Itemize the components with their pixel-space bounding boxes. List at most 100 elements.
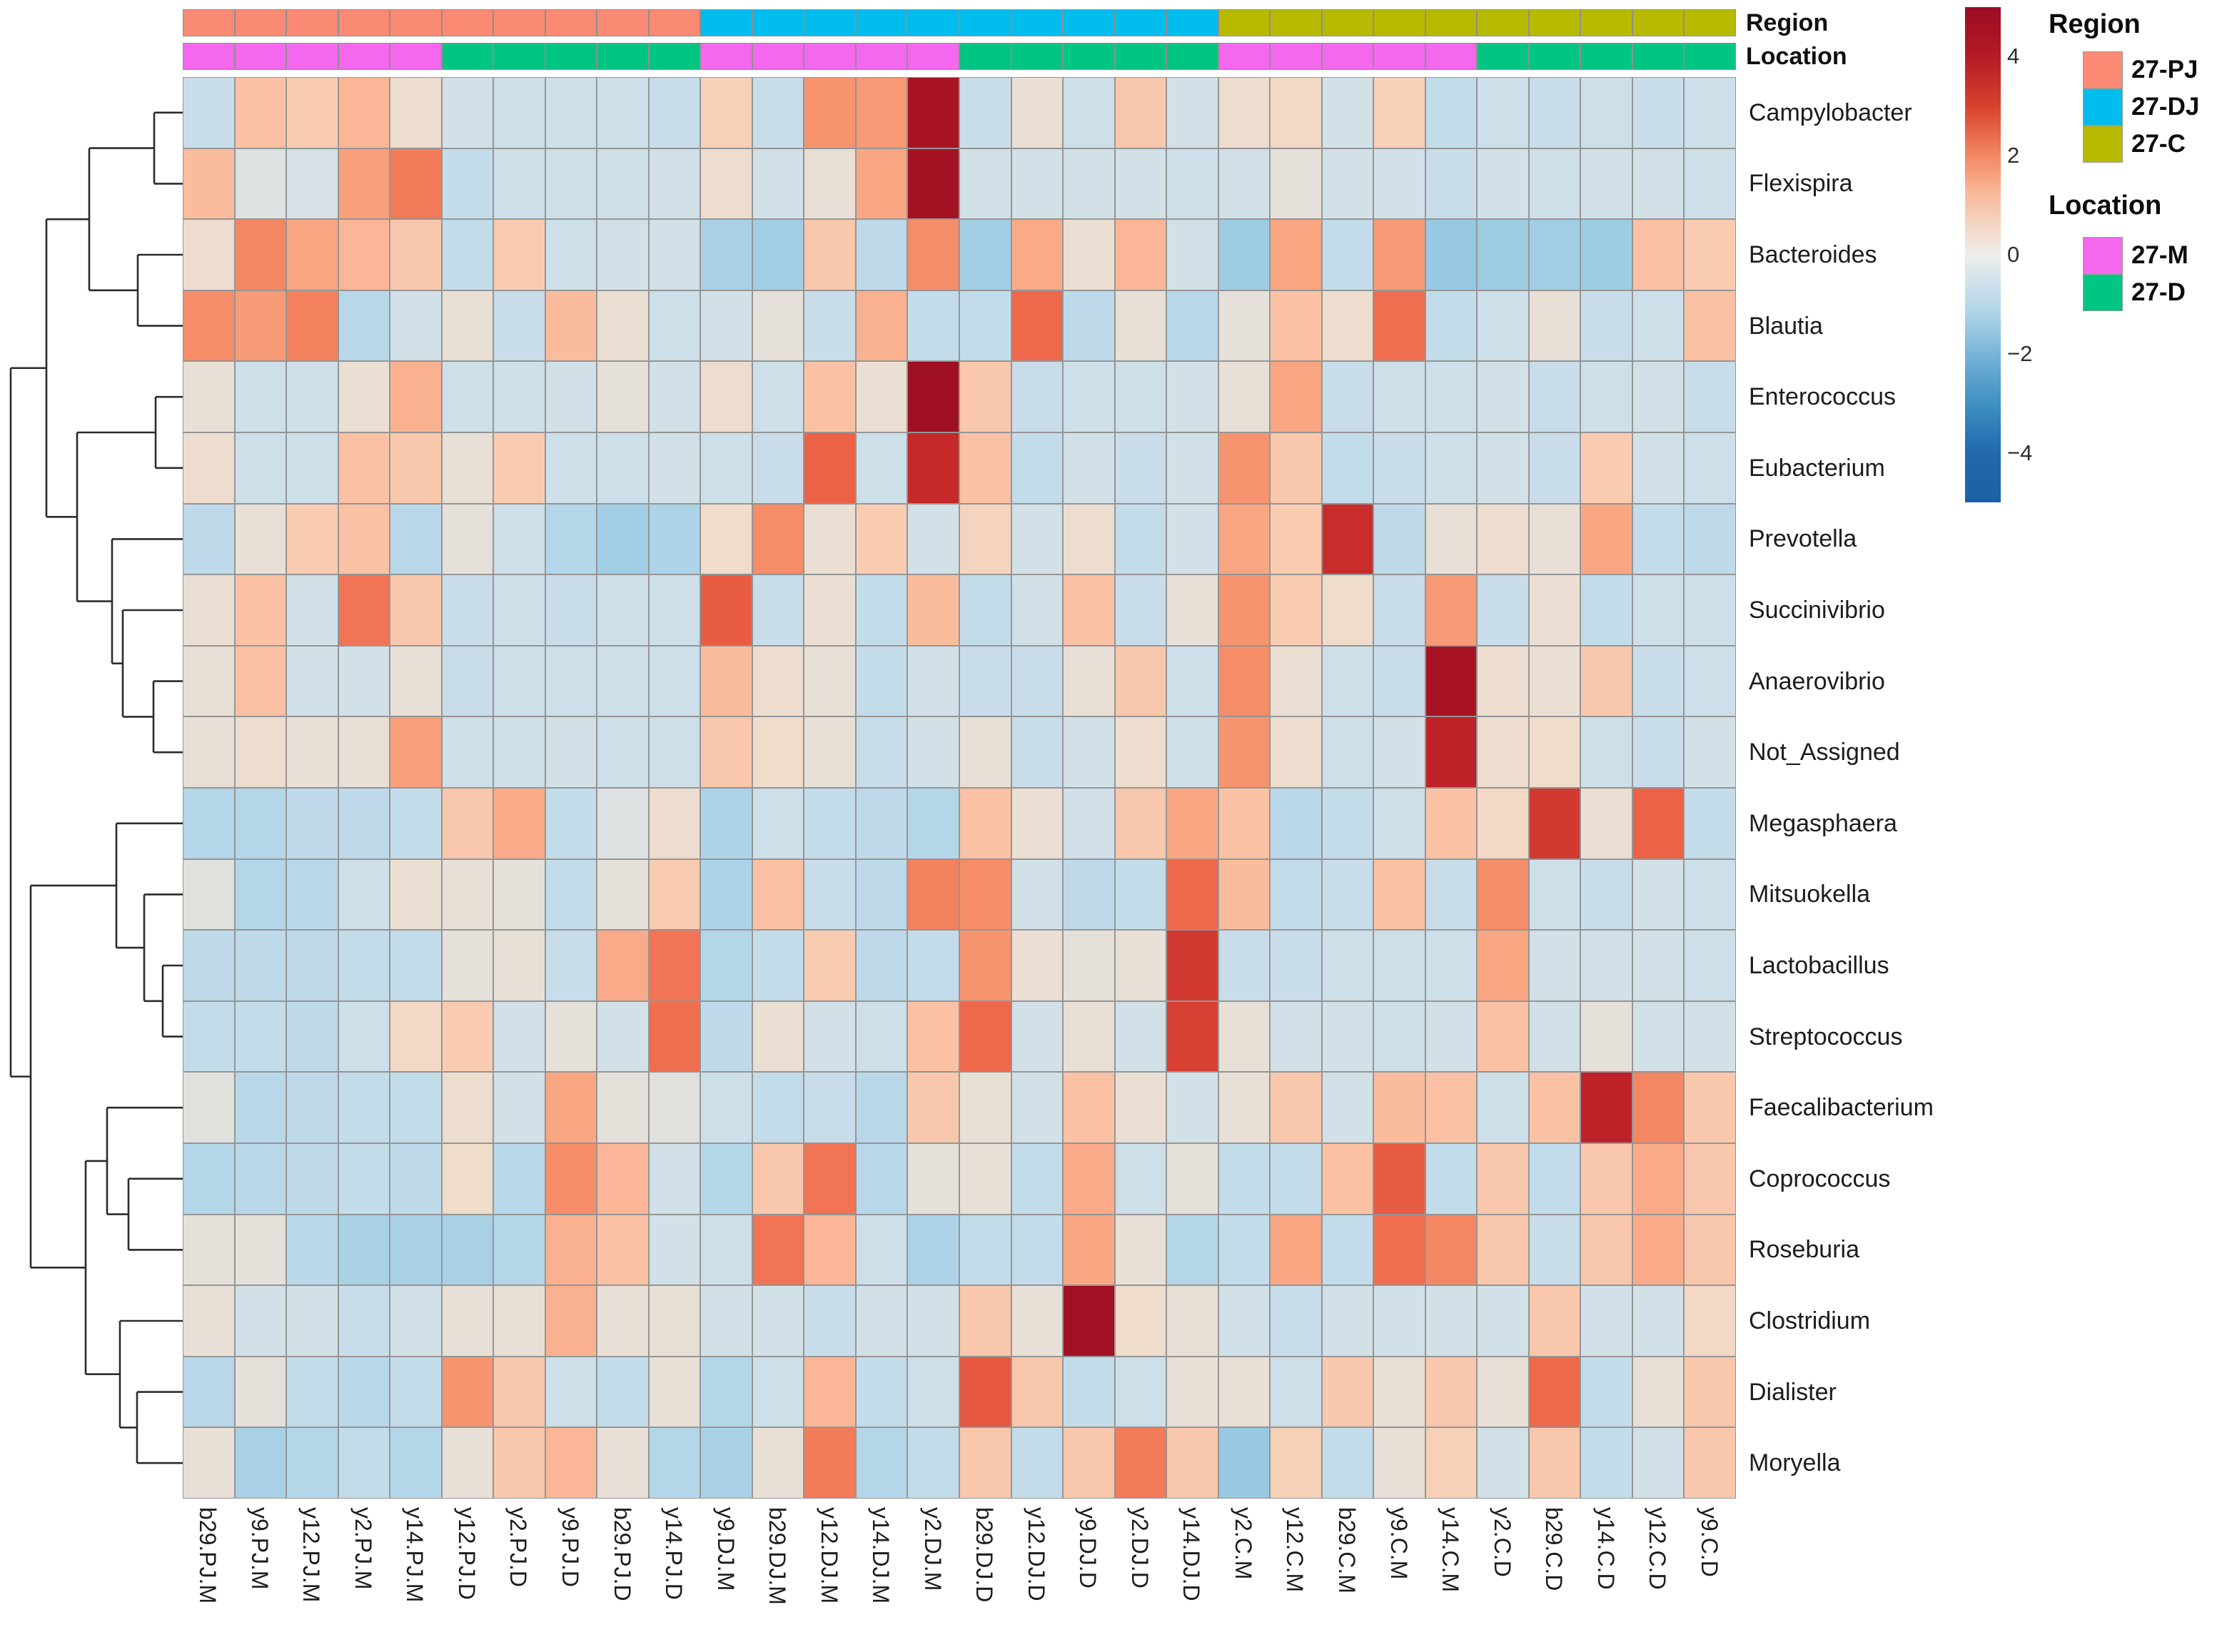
heatmap-cell — [597, 1072, 649, 1143]
heatmap-cell — [1011, 1356, 1064, 1428]
colorbar-tick-label: 4 — [2007, 44, 2020, 69]
heatmap-cell — [1528, 1285, 1581, 1357]
heatmap-cell — [1684, 148, 1736, 220]
heatmap-cell — [648, 1000, 701, 1073]
heatmap-cell — [1528, 574, 1581, 646]
heatmap-cell — [338, 1285, 390, 1357]
heatmap-cell — [1166, 290, 1218, 362]
heatmap-cell — [855, 219, 908, 290]
heatmap-cell — [1425, 77, 1478, 148]
heatmap-cell — [1477, 503, 1529, 575]
heatmap-cell — [493, 930, 545, 1001]
heatmap-cell — [1218, 148, 1271, 220]
location-annotation-cell — [390, 43, 442, 70]
heatmap-cell — [959, 361, 1011, 432]
heatmap-cell — [390, 219, 442, 290]
heatmap-cell — [1063, 1214, 1115, 1286]
heatmap-cell — [959, 1356, 1011, 1428]
column-label: y2.PJ.M — [350, 1507, 376, 1590]
heatmap-cell — [1425, 1285, 1478, 1357]
heatmap-cell — [1528, 1142, 1581, 1215]
heatmap-cell — [1528, 1427, 1581, 1499]
location-annotation-cell — [597, 43, 649, 70]
heatmap-cell — [700, 290, 752, 362]
column-label: y2.C.D — [1489, 1507, 1515, 1577]
heatmap-cell — [1425, 432, 1478, 504]
heatmap-cell — [1684, 1072, 1736, 1143]
region-annotation-cell — [700, 9, 752, 36]
heatmap-cell — [493, 1000, 545, 1073]
location-annotation-cell — [441, 43, 494, 70]
heatmap-cell — [855, 1427, 908, 1499]
heatmap-cell — [959, 1214, 1011, 1286]
row-label: Mitsuokella — [1749, 881, 1871, 908]
column-label: y2.DJ.M — [919, 1507, 946, 1591]
heatmap-cell — [855, 290, 908, 362]
heatmap-cell — [1218, 930, 1271, 1001]
heatmap-cell — [597, 716, 649, 788]
heatmap-cell — [1114, 574, 1167, 646]
heatmap-cell — [1684, 290, 1736, 362]
location-legend-title: Location — [2049, 191, 2162, 221]
row-label: Anaerovibrio — [1749, 667, 1885, 695]
heatmap-cell — [390, 1427, 442, 1499]
heatmap-cell — [1632, 1142, 1685, 1215]
heatmap-cell — [1528, 361, 1581, 432]
heatmap-cell — [907, 290, 959, 362]
heatmap-cell — [183, 290, 235, 362]
location-annotation-cell — [855, 43, 908, 70]
column-label: y14.DJ.M — [868, 1507, 894, 1604]
heatmap-cell — [804, 1214, 856, 1286]
heatmap-cell — [1684, 1285, 1736, 1357]
heatmap-cell — [1477, 1214, 1529, 1286]
heatmap-cell — [1425, 716, 1478, 788]
heatmap-cell — [1166, 716, 1218, 788]
heatmap-cell — [1425, 858, 1478, 931]
location-annotation-cell — [1270, 43, 1322, 70]
column-label: y12.DJ.D — [1023, 1507, 1049, 1601]
heatmap-cell — [648, 1285, 701, 1357]
heatmap-cell — [1011, 787, 1064, 859]
heatmap-cell — [907, 1142, 959, 1215]
heatmap-cell — [234, 503, 287, 575]
heatmap-cell — [1477, 432, 1529, 504]
heatmap-cell — [545, 432, 597, 504]
heatmap-cell — [804, 1427, 856, 1499]
location-annotation-cell — [1684, 43, 1736, 70]
heatmap-cell — [1063, 858, 1115, 931]
heatmap-cell — [959, 432, 1011, 504]
heatmap-cell — [1373, 219, 1425, 290]
heatmap-cell — [1373, 716, 1425, 788]
heatmap-cell — [597, 1000, 649, 1073]
row-label: Not_Assigned — [1749, 739, 1900, 766]
heatmap-cell — [1477, 290, 1529, 362]
column-label: y14.PJ.D — [661, 1507, 687, 1600]
heatmap-cell — [338, 787, 390, 859]
heatmap-cell — [1011, 290, 1064, 362]
heatmap-cell — [1063, 574, 1115, 646]
heatmap-cell — [1166, 574, 1218, 646]
heatmap-cell — [1477, 1356, 1529, 1428]
heatmap-cell — [700, 219, 752, 290]
heatmap-cell — [752, 503, 804, 575]
row-label: Eubacterium — [1749, 454, 1885, 482]
heatmap-cell — [959, 148, 1011, 220]
heatmap-cell — [545, 148, 597, 220]
heatmap-cell — [1166, 930, 1218, 1001]
heatmap-cell — [1373, 574, 1425, 646]
heatmap-cell — [441, 1214, 494, 1286]
heatmap-cell — [1270, 1000, 1322, 1073]
heatmap-cell — [1632, 219, 1685, 290]
heatmap-cell — [804, 930, 856, 1001]
heatmap-cell — [1373, 77, 1425, 148]
heatmap-cell — [804, 787, 856, 859]
heatmap-cell — [648, 77, 701, 148]
heatmap-cell — [1166, 148, 1218, 220]
heatmap-cell — [1321, 1072, 1374, 1143]
heatmap-cell — [1425, 574, 1478, 646]
heatmap-cell — [1528, 1072, 1581, 1143]
heatmap-cell — [907, 148, 959, 220]
column-label: y12.C.D — [1645, 1507, 1671, 1590]
heatmap-cell — [390, 432, 442, 504]
heatmap-cell — [700, 361, 752, 432]
